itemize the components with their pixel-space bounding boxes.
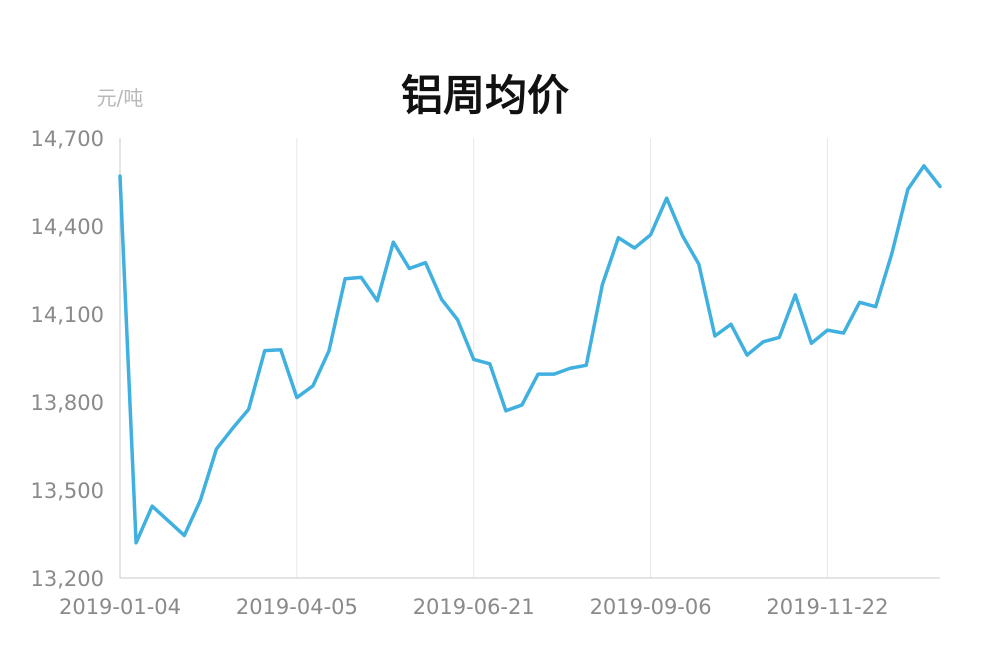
y-tick-label: 13,800	[31, 391, 104, 415]
x-axis-tick-labels: 2019-01-04 2019-04-05 2019-06-21 2019-09-06…	[59, 595, 888, 619]
series-layer	[118, 164, 942, 545]
grid-lines	[296, 138, 828, 578]
x-tick-label: 2019-11-22	[766, 595, 888, 619]
x-tick-label: 2019-04-05	[236, 595, 358, 619]
y-tick-label: 13,500	[31, 479, 104, 503]
y-tick-label: 13,200	[31, 567, 104, 591]
y-axis-unit-label: 元/吨	[97, 86, 144, 110]
y-tick-label: 14,700	[31, 127, 104, 151]
x-tick-label: 2019-01-04	[59, 595, 181, 619]
series-line	[118, 164, 942, 545]
y-tick-label: 14,400	[31, 215, 104, 239]
y-tick-label: 14,100	[31, 303, 104, 327]
x-tick-label: 2019-06-21	[413, 595, 535, 619]
axes	[119, 138, 940, 579]
y-axis-tick-labels: 13,200 13,500 13,800 14,100 14,400 14,700	[31, 127, 104, 591]
x-tick-label: 2019-09-06	[590, 595, 712, 619]
chart-title: 铝周均价	[401, 71, 569, 120]
